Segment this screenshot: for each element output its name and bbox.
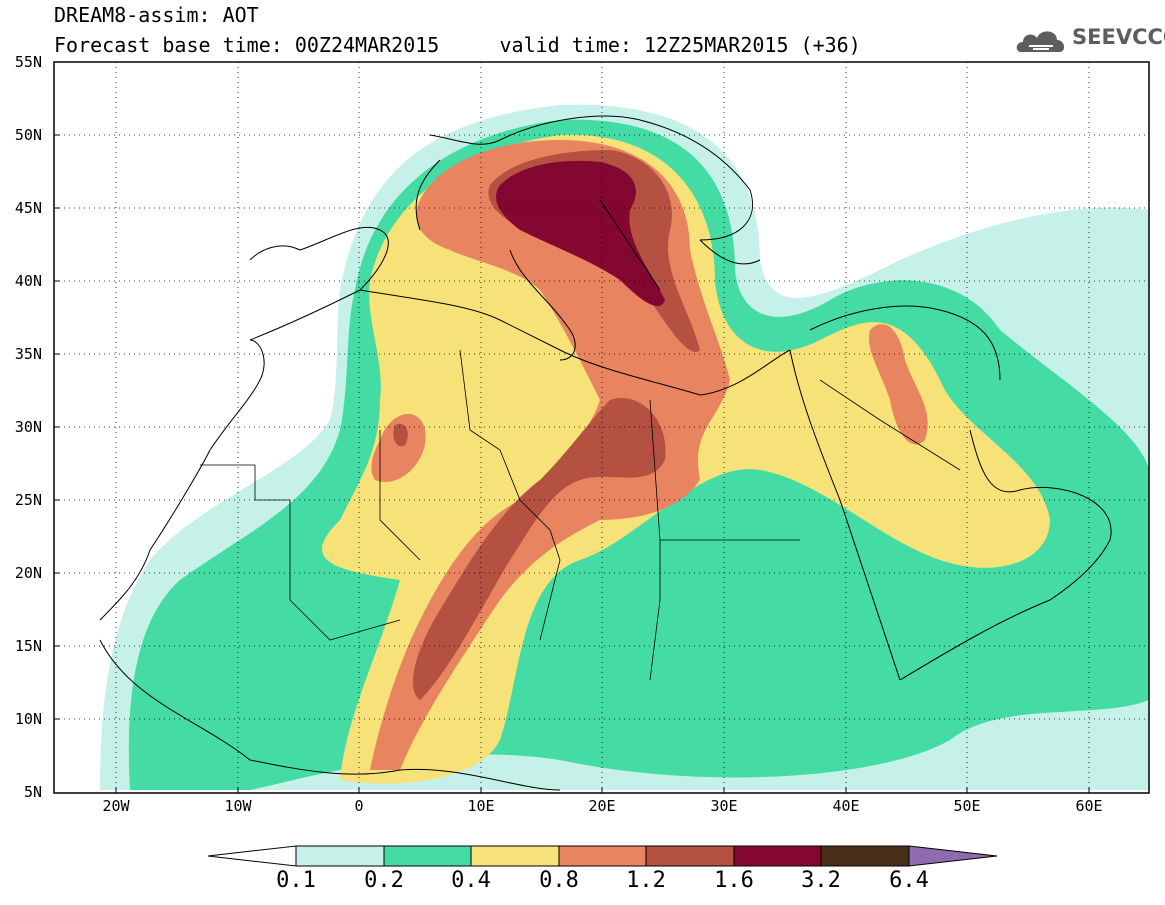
lon-label: 50E [953,797,981,815]
colorbar-segment [645,845,735,867]
logo-text: SEEVCCC [1072,25,1165,49]
lat-label: 10N [14,710,42,728]
lon-label: 10W [224,797,252,815]
colorbar-segment [820,845,910,867]
lon-label: 60E [1075,797,1103,815]
lon-label: 10E [467,797,495,815]
lat-label: 25N [14,491,42,509]
colorbar-label: 0.2 [364,868,404,893]
country-borders [200,349,961,681]
lat-label: 15N [14,637,42,655]
lat-label: 55N [14,53,42,71]
graticule [54,62,1149,793]
title-line-1: DREAM8-assim: AOT [54,3,259,27]
lat-label: 50N [14,126,42,144]
colorbar-label: 0.1 [276,868,316,893]
lon-label: 20E [588,797,616,815]
colorbar-label: 1.6 [714,868,754,893]
coastlines [99,115,1112,791]
colorbar-segment [470,845,560,867]
lon-label: 20W [102,797,130,815]
colorbar-label: 0.8 [539,868,579,893]
title-line-2: Forecast base time: 00Z24MAR2015 valid t… [54,33,861,57]
colorbar-label: 6.4 [889,868,929,893]
lat-label: 20N [14,564,42,582]
lat-label: 45N [14,199,42,217]
lon-label: 30E [710,797,738,815]
aot-field-1.6 [496,160,665,307]
lat-label: 30N [14,418,42,436]
lat-label: 5N [23,783,42,801]
colorbar [207,845,998,867]
colorbar-segment [733,845,822,867]
colorbar-segment [295,845,385,867]
cloud-icon [1016,31,1065,52]
lat-label: 40N [14,272,42,290]
lat-label: 35N [14,345,42,363]
colorbar-over-triangle [908,845,998,867]
lon-label: 0 [354,797,364,815]
colorbar-label: 1.2 [626,868,666,893]
colorbar-label: 0.4 [451,868,491,893]
axis-ticks [54,134,1090,793]
colorbar-segment [558,845,647,867]
lon-label: 40E [832,797,860,815]
colorbar-segment [383,845,472,867]
colorbar-label: 3.2 [801,868,841,893]
colorbar-under-triangle [207,845,297,867]
